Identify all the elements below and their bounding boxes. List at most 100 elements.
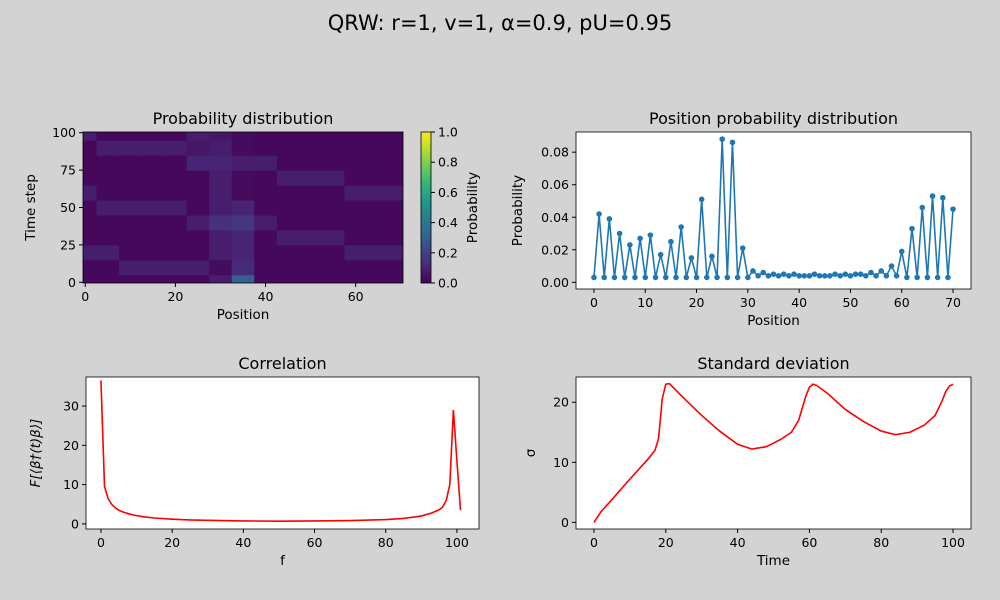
heatmap-cell xyxy=(299,185,323,201)
heatmap-cell xyxy=(254,185,278,201)
heatmap-cell xyxy=(299,140,323,156)
heatmap-cell xyxy=(276,214,300,231)
y-tick-label: 25 xyxy=(60,237,76,252)
x-tick-label: 20 xyxy=(658,535,674,550)
heatmap-cell xyxy=(366,259,390,276)
heatmap-cell xyxy=(164,200,188,216)
plot-area xyxy=(100,380,462,522)
heatmap-cell xyxy=(366,244,390,261)
marker xyxy=(698,196,705,203)
heatmap-cell xyxy=(83,214,98,231)
heatmap-cell xyxy=(389,214,403,231)
y-tick-label: 30 xyxy=(63,399,79,414)
heatmap-cell xyxy=(344,229,368,246)
x-tick-label: 40 xyxy=(791,295,807,310)
heatmap-cell xyxy=(186,274,210,283)
y-tick-label: 50 xyxy=(60,200,76,215)
heatmap-cell xyxy=(119,132,143,141)
axes-title: Correlation xyxy=(238,354,326,373)
heatmap-cell xyxy=(119,214,143,231)
y-tick-label: 75 xyxy=(60,163,76,178)
marker xyxy=(775,273,782,279)
marker xyxy=(847,273,854,279)
marker xyxy=(627,242,633,248)
marker xyxy=(857,271,864,277)
heatmap-cell xyxy=(164,244,188,261)
heatmap-cell xyxy=(83,244,98,261)
heatmap-cell xyxy=(299,170,323,186)
heatmap-cell xyxy=(83,155,98,171)
x-tick-label: 40 xyxy=(235,535,251,550)
heatmap-cell xyxy=(119,200,143,216)
marker xyxy=(637,235,643,242)
heatmap-cell xyxy=(276,155,300,171)
heatmap-cell xyxy=(96,214,120,231)
axes-frame xyxy=(575,131,972,290)
heatmap-cell xyxy=(164,132,188,141)
heatmap-cell xyxy=(366,140,390,156)
y-tick-label: 0.06 xyxy=(541,177,569,192)
heatmap-cell xyxy=(164,259,188,276)
heatmap-cell xyxy=(254,244,278,261)
heatmap-cell xyxy=(186,140,210,156)
heatmap-cell xyxy=(299,274,323,283)
heatmap-cell xyxy=(164,229,188,246)
marker xyxy=(878,268,885,274)
heatmap-cell xyxy=(141,200,165,216)
heatmap-cell xyxy=(254,140,278,156)
y-axis-label: Time step xyxy=(23,174,39,242)
marker xyxy=(904,274,910,281)
marker xyxy=(827,273,833,279)
heatmap-cell xyxy=(209,244,233,261)
heatmap-cell xyxy=(276,132,300,141)
heatmap-cell xyxy=(321,259,345,276)
marker xyxy=(724,274,731,281)
x-axis-label: Time xyxy=(756,553,790,569)
heatmap-cell xyxy=(366,185,390,201)
heatmap-cell xyxy=(96,140,120,156)
x-tick-label: 30 xyxy=(740,295,756,310)
marker xyxy=(693,274,700,281)
heatmap-cell xyxy=(141,214,165,231)
heatmap-cell xyxy=(141,170,165,186)
axes-background xyxy=(576,132,971,289)
heatmap-cell xyxy=(83,200,98,216)
heatmap-cell xyxy=(231,155,255,171)
heatmap-cell xyxy=(299,259,323,276)
marker xyxy=(755,273,761,279)
heatmap-cell xyxy=(141,140,165,156)
marker xyxy=(678,224,684,230)
y-tick-label: 20 xyxy=(553,395,569,410)
heatmap-cell xyxy=(299,155,323,171)
heatmap-cell xyxy=(389,244,403,261)
heatmap-cell xyxy=(96,259,120,276)
heatmap-cell xyxy=(299,132,323,141)
marker xyxy=(791,271,797,277)
heatmap-cell xyxy=(231,132,255,141)
x-tick-label: 50 xyxy=(842,295,858,310)
heatmap-cell xyxy=(389,170,403,186)
y-tick-label: 0.00 xyxy=(541,275,569,290)
marker xyxy=(780,271,787,277)
heatmap-cell xyxy=(164,155,188,171)
heatmap-cell xyxy=(344,155,368,171)
heatmap-cell xyxy=(344,132,368,141)
marker xyxy=(898,248,905,255)
x-axis-label: Position xyxy=(747,313,800,329)
heatmap-cell xyxy=(366,132,390,141)
heatmap-cell xyxy=(186,214,210,231)
heatmap-cell xyxy=(141,244,165,261)
marker xyxy=(806,273,813,279)
heatmap-cell xyxy=(276,185,300,201)
marker xyxy=(611,274,618,281)
heatmap-cell xyxy=(83,229,98,246)
heatmap-cell xyxy=(186,155,210,171)
x-tick-label: 60 xyxy=(801,535,817,550)
heatmap-cell xyxy=(344,259,368,276)
x-tick-label: 60 xyxy=(307,535,323,550)
heatmap-cell xyxy=(366,170,390,186)
heatmap-cell xyxy=(119,259,143,276)
marker xyxy=(750,268,756,274)
heatmap-cell xyxy=(321,170,345,186)
heatmap-cell xyxy=(254,214,278,231)
